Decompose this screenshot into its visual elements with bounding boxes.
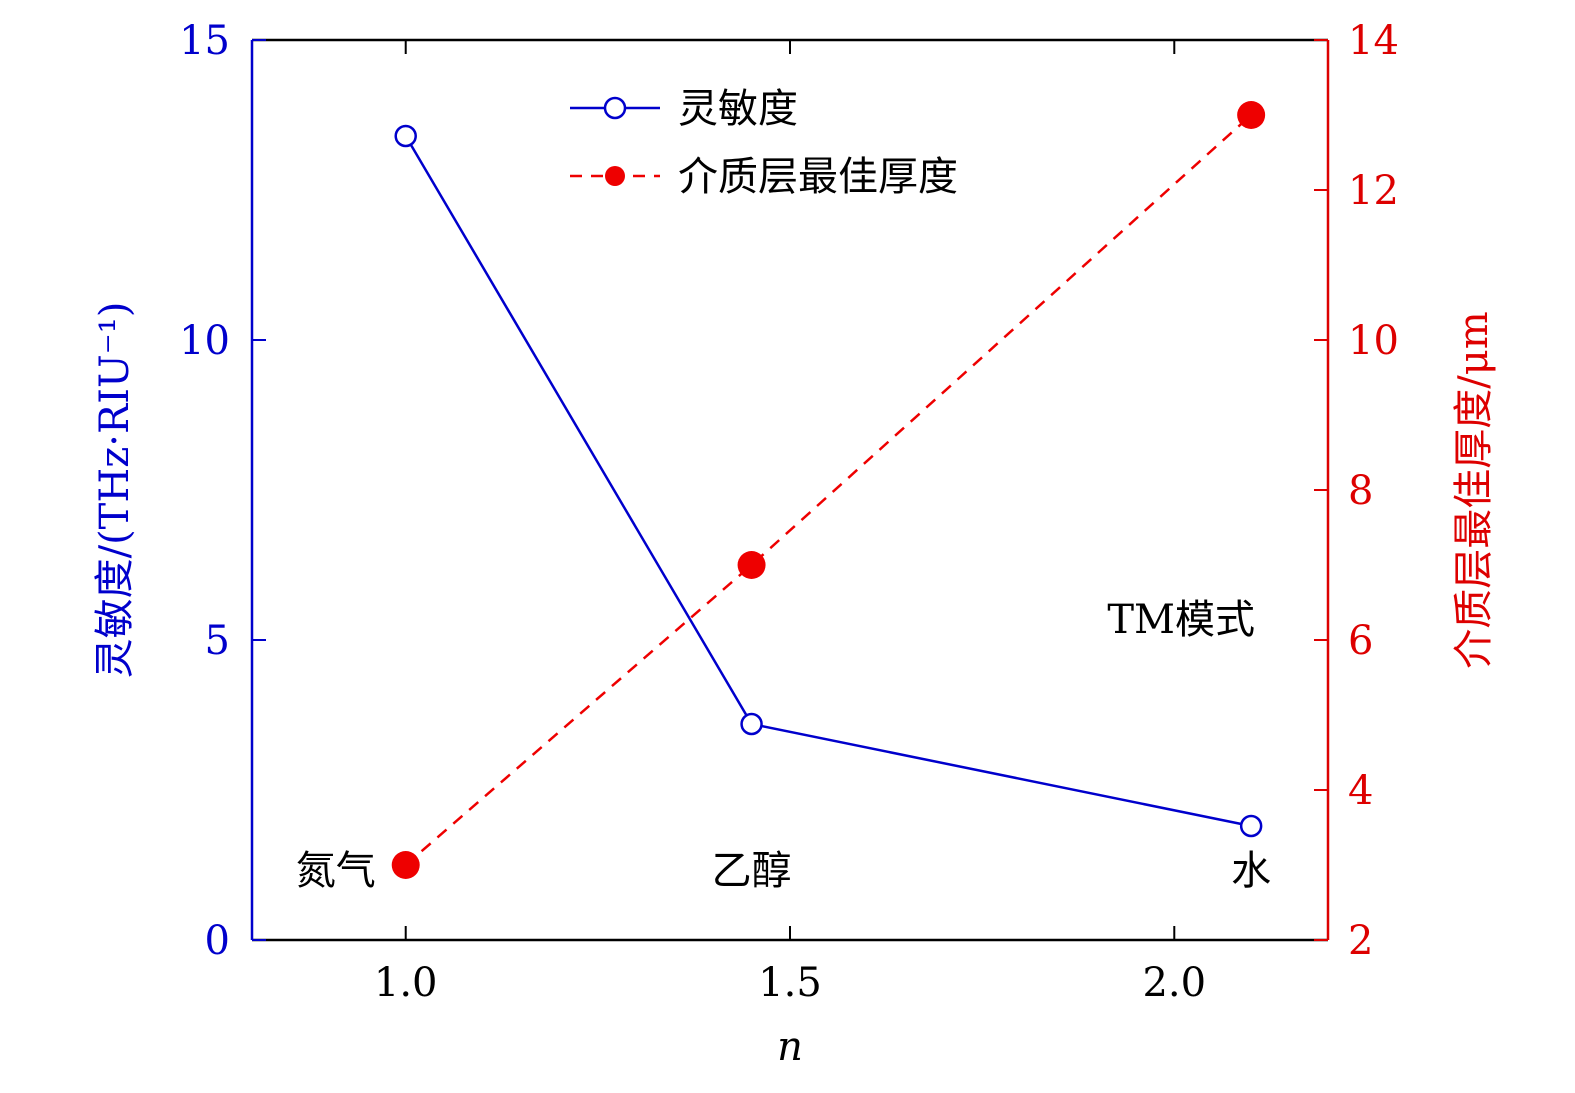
x-tick-label: 1.0 bbox=[374, 960, 438, 1006]
data-point-0-0 bbox=[394, 124, 417, 148]
legend: 灵敏度 介质层最佳厚度 bbox=[570, 86, 958, 200]
legend-marker-thickness bbox=[605, 166, 625, 186]
data-point-0-2 bbox=[1239, 814, 1263, 838]
annotation-layer: TM模式 氮气 乙醇 水 bbox=[296, 597, 1271, 894]
right-y-tick-label: 12 bbox=[1348, 168, 1399, 214]
right-y-tick-label: 14 bbox=[1348, 18, 1399, 64]
annotation-label-0: 氮气 bbox=[296, 848, 376, 894]
series-line-0 bbox=[404, 135, 1252, 828]
left-y-tick-label: 0 bbox=[205, 918, 230, 964]
left-y-axis-title: 灵敏度/(THz·RIU⁻¹) bbox=[92, 302, 138, 679]
right-y-tick-label: 4 bbox=[1348, 768, 1373, 814]
data-point-1-1 bbox=[737, 551, 766, 579]
x-tick-label: 1.5 bbox=[758, 960, 822, 1006]
data-point-1-0 bbox=[391, 851, 420, 879]
data-point-0-1 bbox=[740, 712, 763, 736]
left-y-tick-label: 5 bbox=[205, 618, 230, 664]
left-y-tick-label: 15 bbox=[179, 18, 230, 64]
right-y-tick-label: 2 bbox=[1348, 918, 1373, 964]
left-y-tick-labels: 0 5 10 15 bbox=[179, 18, 230, 964]
legend-label-thickness: 介质层最佳厚度 bbox=[678, 154, 958, 200]
right-y-axis-title: 介质层最佳厚度/μm bbox=[1451, 311, 1497, 668]
series-line-1 bbox=[404, 114, 1252, 866]
legend-label-sensitivity: 灵敏度 bbox=[678, 86, 798, 132]
annotation-label-2: 水 bbox=[1231, 848, 1271, 894]
legend-marker-sensitivity bbox=[603, 96, 627, 120]
series-layer bbox=[391, 101, 1266, 879]
annotation-label-1: 乙醇 bbox=[712, 848, 792, 894]
x-tick-labels: 1.0 1.5 2.0 bbox=[374, 960, 1206, 1006]
x-tick-label: 2.0 bbox=[1142, 960, 1206, 1006]
left-y-tick-label: 10 bbox=[179, 318, 230, 364]
data-point-1-2 bbox=[1237, 101, 1266, 129]
tick-marks bbox=[252, 39, 1328, 941]
mode-label: TM模式 bbox=[1107, 597, 1255, 643]
right-y-tick-label: 8 bbox=[1348, 468, 1373, 514]
right-y-tick-label: 6 bbox=[1348, 618, 1373, 664]
x-axis-title: n bbox=[777, 1024, 803, 1070]
right-y-tick-labels: 2 4 6 8 10 12 14 bbox=[1348, 18, 1399, 964]
right-y-tick-label: 10 bbox=[1348, 318, 1399, 364]
